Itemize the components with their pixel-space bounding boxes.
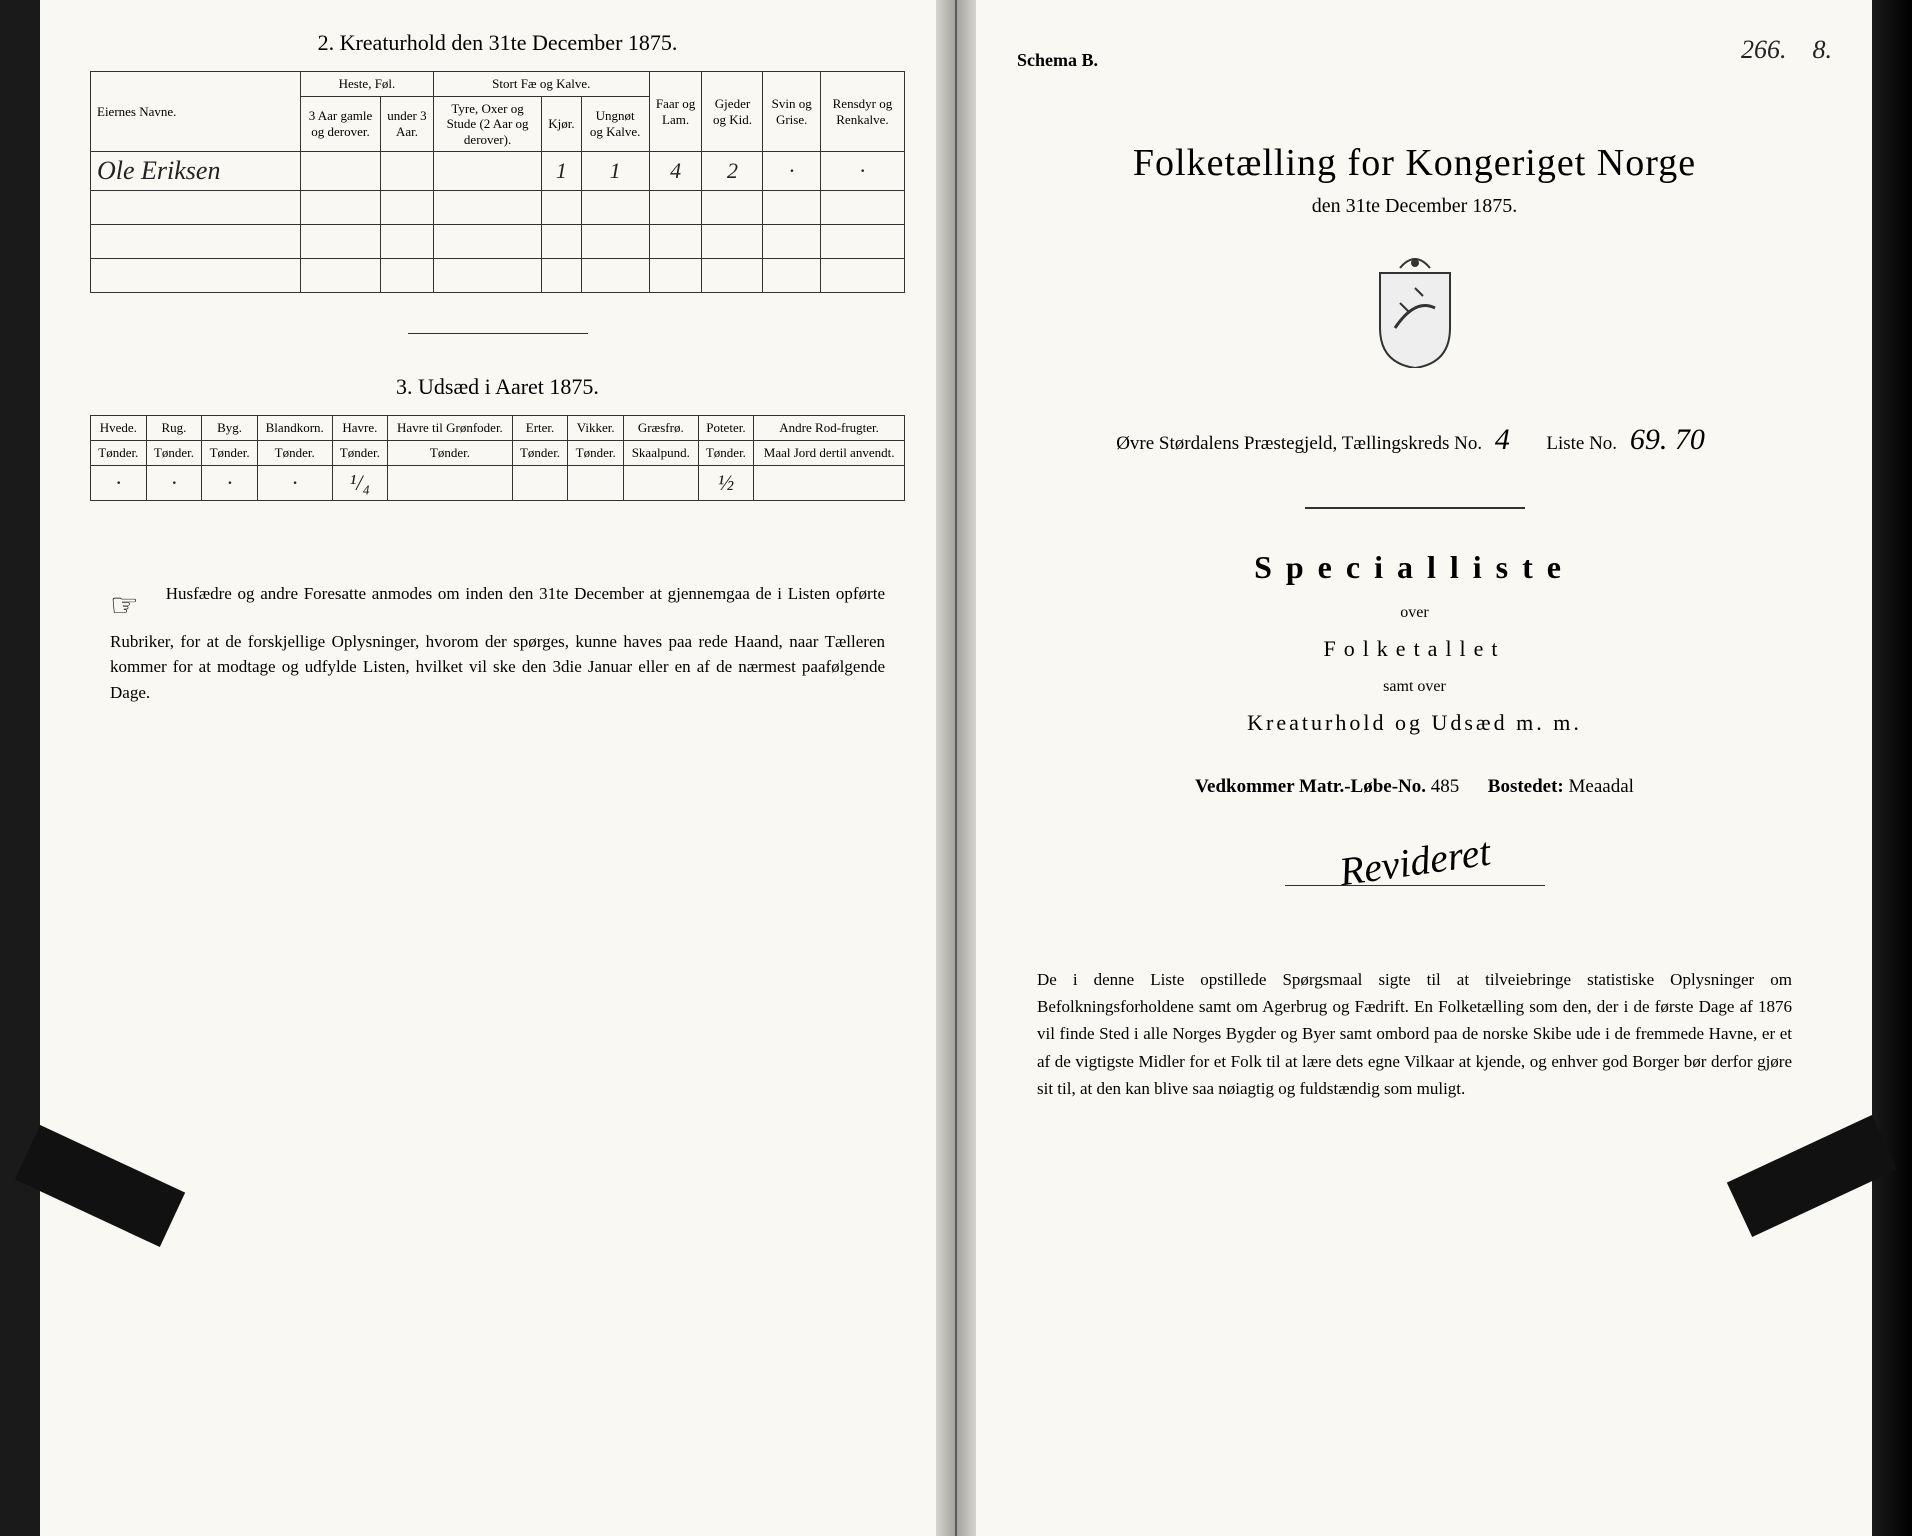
section2-title: 2. Kreaturhold den 31te December 1875. bbox=[90, 30, 905, 56]
schema-label: Schema B. bbox=[1017, 50, 1822, 71]
left-page: 2. Kreaturhold den 31te December 1875. E… bbox=[40, 0, 957, 1536]
col-byg: Byg. bbox=[202, 416, 258, 441]
col-pig: Svin og Grise. bbox=[763, 72, 820, 152]
samt-text: samt over bbox=[1007, 678, 1822, 696]
pointing-hand-icon: ☞ bbox=[110, 581, 160, 629]
census-subtitle: den 31te December 1875. bbox=[1007, 195, 1822, 218]
unit: Tønder. bbox=[257, 440, 332, 465]
cell-calf: 1 bbox=[581, 152, 649, 191]
cell-owner: Ole Eriksen bbox=[91, 152, 301, 191]
col-reindeer: Rensdyr og Renkalve. bbox=[820, 72, 904, 152]
page-number: 266. 8. bbox=[1741, 35, 1832, 65]
vedk-label: Vedkommer Matr.-Løbe-No. bbox=[1195, 776, 1426, 797]
unit: Tønder. bbox=[146, 440, 202, 465]
cell: ¹/₄ bbox=[332, 465, 388, 500]
over-text: over bbox=[1007, 604, 1822, 622]
unit: Maal Jord dertil anvendt. bbox=[754, 440, 905, 465]
vedk-line: Vedkommer Matr.-Løbe-No. 485 Bostedet: M… bbox=[1007, 776, 1822, 798]
cell-sheep: 4 bbox=[649, 152, 702, 191]
unit: Tønder. bbox=[698, 440, 754, 465]
unit: Tønder. bbox=[388, 440, 513, 465]
specialliste-heading: Specialliste bbox=[1007, 549, 1822, 586]
divider bbox=[408, 333, 588, 334]
liste-label: Liste No. bbox=[1546, 433, 1617, 454]
livestock-table: Eiernes Navne. Heste, Føl. Stort Fæ og K… bbox=[90, 71, 905, 293]
col-bland: Blandkorn. bbox=[257, 416, 332, 441]
col-vikker: Vikker. bbox=[568, 416, 624, 441]
table-row: Ole Eriksen 1 1 4 2 · · bbox=[91, 152, 905, 191]
matr-no: 485 bbox=[1431, 776, 1460, 797]
cell-cow: 1 bbox=[542, 152, 581, 191]
cell: · bbox=[202, 465, 258, 500]
col-cattle-calf: Ungnøt og Kalve. bbox=[581, 96, 649, 152]
census-title: Folketælling for Kongeriget Norge bbox=[1007, 141, 1822, 185]
book-spread: 2. Kreaturhold den 31te December 1875. E… bbox=[40, 0, 1872, 1536]
instructions-text: Husfædre og andre Foresatte anmodes om i… bbox=[110, 584, 885, 702]
unit: Tønder. bbox=[332, 440, 388, 465]
instructions-block: ☞ Husfædre og andre Foresatte anmodes om… bbox=[90, 581, 905, 706]
col-horse-old: 3 Aar gamle og derover. bbox=[301, 96, 381, 152]
district-line: Øvre Størdalens Præstegjeld, Tællingskre… bbox=[1007, 423, 1822, 457]
cell-pig: · bbox=[763, 152, 820, 191]
unit: Tønder. bbox=[202, 440, 258, 465]
col-rug: Rug. bbox=[146, 416, 202, 441]
district-no: 4 bbox=[1487, 423, 1518, 456]
kreatur-text: Kreaturhold og Udsæd m. m. bbox=[1007, 710, 1822, 736]
right-page: Schema B. 266. 8. Folketælling for Konge… bbox=[957, 0, 1872, 1536]
bostedet: Meaadal bbox=[1569, 776, 1634, 797]
district-prefix: Øvre Størdalens Præstegjeld, Tællingskre… bbox=[1116, 433, 1482, 454]
col-erter: Erter. bbox=[512, 416, 568, 441]
col-hvede: Hvede. bbox=[91, 416, 147, 441]
col-graes: Græsfrø. bbox=[623, 416, 698, 441]
table-row: · · · · ¹/₄ ½ bbox=[91, 465, 905, 500]
table-row bbox=[91, 191, 905, 225]
coat-of-arms-icon bbox=[1370, 258, 1460, 368]
col-andre: Andre Rod-frugter. bbox=[754, 416, 905, 441]
bottom-paragraph: De i denne Liste opstillede Spørgsmaal s… bbox=[1007, 966, 1822, 1102]
unit: Tønder. bbox=[568, 440, 624, 465]
col-cattle-bull: Tyre, Oxer og Stude (2 Aar og derover). bbox=[433, 96, 541, 152]
col-cattle-group: Stort Fæ og Kalve. bbox=[433, 72, 649, 97]
cell: · bbox=[146, 465, 202, 500]
page-no-main: 266. bbox=[1741, 35, 1787, 64]
col-havre-gron: Havre til Grønfoder. bbox=[388, 416, 513, 441]
liste-no: 69. 70 bbox=[1622, 423, 1713, 456]
unit: Skaalpund. bbox=[623, 440, 698, 465]
col-sheep: Faar og Lam. bbox=[649, 72, 702, 152]
divider bbox=[1305, 507, 1525, 509]
bostedet-label: Bostedet: bbox=[1488, 776, 1564, 797]
unit: Tønder. bbox=[91, 440, 147, 465]
col-horse-group: Heste, Føl. bbox=[301, 72, 434, 97]
col-cattle-cow: Kjør. bbox=[542, 96, 581, 152]
scan-edge bbox=[1872, 0, 1912, 1536]
table-row bbox=[91, 225, 905, 259]
col-horse-young: under 3 Aar. bbox=[381, 96, 434, 152]
page-no-suffix: 8. bbox=[1813, 35, 1833, 64]
cell: ½ bbox=[698, 465, 754, 500]
col-poteter: Poteter. bbox=[698, 416, 754, 441]
col-havre: Havre. bbox=[332, 416, 388, 441]
section3-title: 3. Udsæd i Aaret 1875. bbox=[90, 374, 905, 400]
seed-table: Hvede. Rug. Byg. Blandkorn. Havre. Havre… bbox=[90, 415, 905, 500]
cell-reindeer: · bbox=[820, 152, 904, 191]
unit: Tønder. bbox=[512, 440, 568, 465]
cell: · bbox=[91, 465, 147, 500]
col-owner: Eiernes Navne. bbox=[91, 72, 301, 152]
cell-goat: 2 bbox=[702, 152, 763, 191]
col-goat: Gjeder og Kid. bbox=[702, 72, 763, 152]
cell: · bbox=[257, 465, 332, 500]
folketallet-text: Folketallet bbox=[1007, 636, 1822, 662]
table-row bbox=[91, 259, 905, 293]
